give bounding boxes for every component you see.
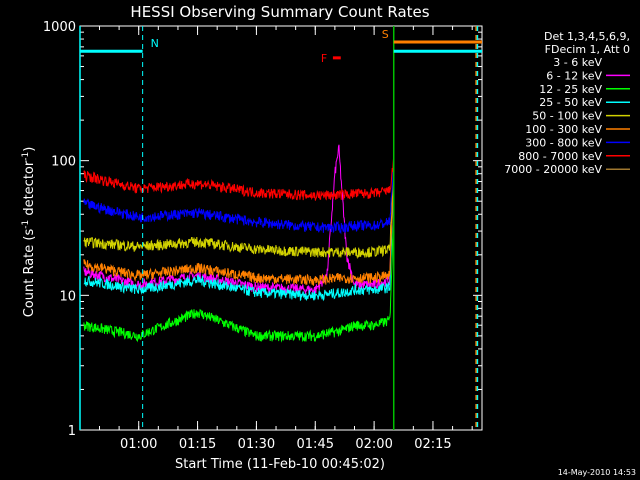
plot-frame [79, 25, 483, 431]
legend-header-line: FDecim 1, Att 0 [545, 43, 630, 56]
chart-title: HESSI Observing Summary Count Rates [130, 3, 429, 21]
flag-label-F: F [321, 52, 327, 65]
series-line-4 [83, 167, 395, 260]
y-tick-label: 100 [51, 155, 76, 170]
series-line-2 [83, 222, 395, 343]
x-tick-label: 01:30 [238, 437, 275, 452]
series-line-3 [83, 179, 395, 302]
legend-entry-label: 800 - 7000 keV [518, 150, 602, 163]
x-tick-label: 01:15 [179, 437, 216, 452]
y-tick-label: 1 [68, 424, 76, 439]
legend-entry-label: 100 - 300 keV [525, 123, 602, 136]
series-line-7 [83, 157, 395, 201]
series-line-6 [83, 166, 395, 235]
legend-entry-label: 300 - 800 keV [525, 136, 602, 149]
x-tick-label: 01:45 [297, 437, 334, 452]
legend-entry-label: 3 - 6 keV [553, 56, 602, 69]
legend-entry-label: 6 - 12 keV [546, 69, 602, 82]
y-tick-label: 10 [59, 289, 76, 304]
series-line-5 [83, 172, 395, 287]
flag-label-S: S [382, 28, 389, 41]
plot-area: 1 10 100 1000 01:00 01:15 01:30 01:45 02:00 02:15… [43, 20, 483, 452]
x-tick-label: 02:00 [355, 437, 392, 452]
legend-header-line: Det 1,3,4,5,6,9, [544, 30, 630, 43]
flag-label-N: N [151, 37, 159, 50]
legend-entry-label: 25 - 50 keV [539, 96, 602, 109]
y-axis-label: Count Rate (s-1 detector-1) [21, 147, 37, 318]
x-axis-label: Start Time (11-Feb-10 00:45:02) [175, 457, 385, 472]
x-tick-label: 01:00 [120, 437, 157, 452]
x-tick-label: 02:15 [414, 437, 451, 452]
legend-entry-label: 50 - 100 keV [532, 110, 602, 123]
series-line-0 [83, 174, 395, 314]
legend-entry-label: 12 - 25 keV [539, 83, 602, 96]
legend-entry-label: 7000 - 20000 keV [504, 163, 602, 176]
footer-timestamp: 14-May-2010 14:53 [558, 468, 636, 477]
legend: Det 1,3,4,5,6,9,FDecim 1, Att 03 - 6 keV… [504, 30, 630, 176]
y-tick-label: 1000 [43, 20, 76, 35]
